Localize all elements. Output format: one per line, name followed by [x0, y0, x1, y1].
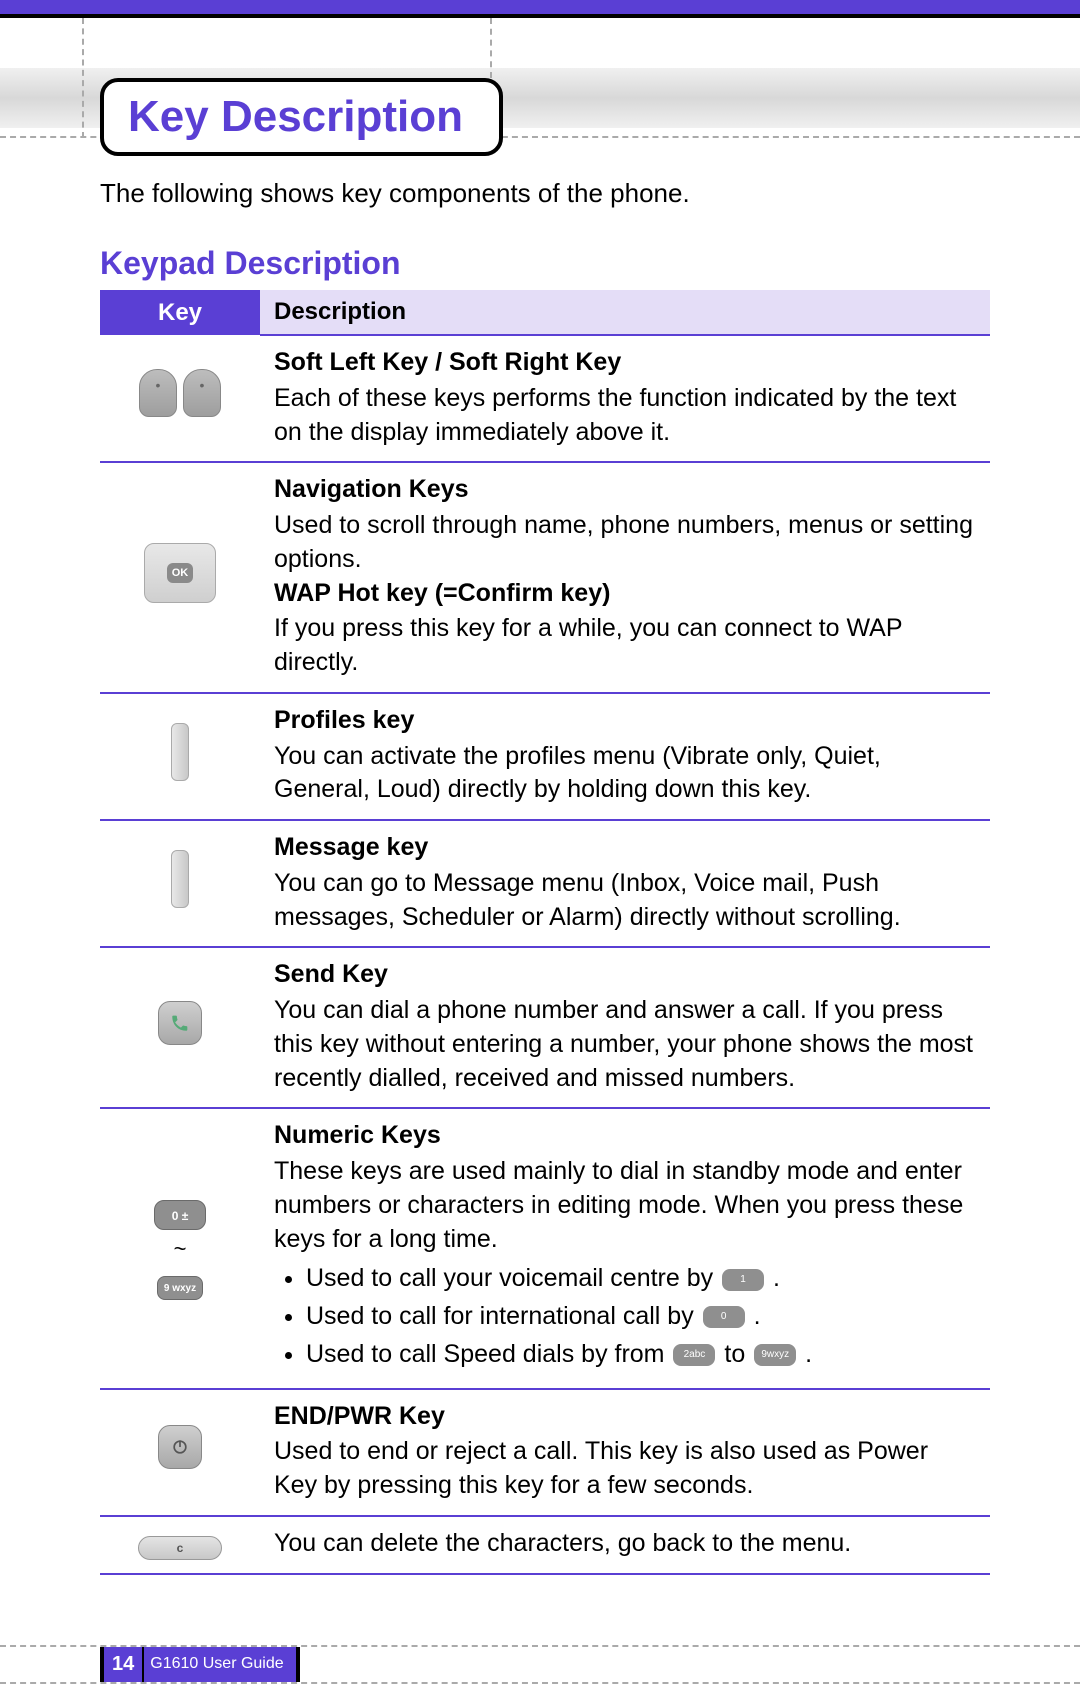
desc-title: Send Key — [274, 958, 976, 992]
th-key: Key — [100, 290, 260, 335]
bullet-item: Used to call Speed dials by from 2abc to… — [306, 1338, 976, 1372]
tilde-icon: ~ — [106, 1234, 254, 1264]
desc-cell: Soft Left Key / Soft Right Key Each of th… — [260, 335, 990, 462]
desc-body: You can activate the profiles menu (Vibr… — [274, 742, 881, 804]
key-cell — [100, 693, 260, 820]
desc-body: Each of these keys performs the function… — [274, 384, 956, 446]
clear-key-icon: c — [138, 1536, 222, 1560]
desc-body: Used to scroll through name, phone numbe… — [274, 511, 973, 573]
end-pwr-key-icon — [158, 1425, 202, 1469]
key-cell: 0 ± ~9 wxyz — [100, 1108, 260, 1388]
desc-title: Soft Left Key / Soft Right Key — [274, 346, 976, 380]
inline-key-icon: 9wxyz — [754, 1344, 796, 1366]
intro-text: The following shows key components of th… — [100, 178, 990, 209]
desc-body: These keys are used mainly to dial in st… — [274, 1157, 963, 1253]
dashed-guide-2 — [490, 18, 492, 78]
desc-body: If you press this key for a while, you c… — [274, 614, 902, 676]
desc-title: Numeric Keys — [274, 1119, 976, 1153]
key-cell: c — [100, 1516, 260, 1574]
desc-cell: Numeric Keys These keys are used mainly t… — [260, 1108, 990, 1388]
desc-body: You can go to Message menu (Inbox, Voice… — [274, 869, 901, 931]
desc-cell: Send Key You can dial a phone number and … — [260, 947, 990, 1108]
desc-title: Message key — [274, 831, 976, 865]
desc-cell: END/PWR KeyUsed to end or reject a call.… — [260, 1389, 990, 1516]
key-cell — [100, 947, 260, 1108]
inline-key-icon: 2abc — [673, 1344, 715, 1366]
footer: 14 G1610 User Guide — [0, 1645, 1080, 1684]
desc-body: You can delete the characters, go back t… — [274, 1529, 851, 1557]
inline-key-icon: 0 — [703, 1306, 745, 1328]
th-desc: Description — [260, 290, 990, 335]
keypad-table: Key Description Soft Left Key / Soft Rig… — [100, 290, 990, 1575]
numeric-key-0-icon: 0 ± — [154, 1200, 206, 1230]
numeric-key-9-icon: 9 wxyz — [157, 1276, 203, 1300]
key-cell — [100, 820, 260, 947]
page-title-box: Key Description — [100, 78, 503, 156]
subheading: Keypad Description — [100, 245, 990, 282]
table-row: Send Key You can dial a phone number and … — [100, 947, 990, 1108]
desc-cell: Profiles key You can activate the profile… — [260, 693, 990, 820]
desc-cell: Navigation Keys Used to scroll through na… — [260, 462, 990, 693]
content: The following shows key components of th… — [0, 138, 1080, 1595]
bullet-item: Used to call your voicemail centre by 1 … — [306, 1262, 976, 1296]
page-title: Key Description — [128, 92, 463, 141]
desc-cell: Message key You can go to Message menu (I… — [260, 820, 990, 947]
desc-body: You can dial a phone number and answer a… — [274, 996, 973, 1092]
dashed-guide-1 — [82, 18, 84, 138]
key-cell — [100, 462, 260, 693]
table-row: Profiles key You can activate the profile… — [100, 693, 990, 820]
soft-right-key-icon — [183, 369, 221, 417]
table-row: c You can delete the characters, go back … — [100, 1516, 990, 1574]
table-row: Soft Left Key / Soft Right Key Each of th… — [100, 335, 990, 462]
table-row: Navigation Keys Used to scroll through na… — [100, 462, 990, 693]
key-cell — [100, 335, 260, 462]
message-key-icon — [171, 850, 189, 908]
bullet-list: Used to call your voicemail centre by 1 … — [306, 1262, 976, 1371]
page-number: 14 — [100, 1647, 144, 1682]
soft-left-key-icon — [139, 369, 177, 417]
desc-title: Profiles key — [274, 704, 976, 738]
top-purple-bar — [0, 0, 1080, 14]
desc-title: WAP Hot key (=Confirm key) — [274, 577, 976, 611]
profiles-key-icon — [171, 723, 189, 781]
table-row: Message key You can go to Message menu (I… — [100, 820, 990, 947]
key-cell — [100, 1389, 260, 1516]
desc-cell: You can delete the characters, go back t… — [260, 1516, 990, 1574]
desc-body: Used to end or reject a call. This key i… — [274, 1437, 928, 1499]
table-row: END/PWR KeyUsed to end or reject a call.… — [100, 1389, 990, 1516]
desc-title: END/PWR Key — [274, 1400, 976, 1434]
table-row: 0 ± ~9 wxyz Numeric Keys These keys are use… — [100, 1108, 990, 1388]
send-key-icon — [158, 1001, 202, 1045]
guide-label: G1610 User Guide — [144, 1647, 299, 1682]
desc-title: Navigation Keys — [274, 473, 976, 507]
header-zone: Key Description — [0, 18, 1080, 138]
navigation-pad-icon — [144, 543, 216, 603]
bullet-item: Used to call for international call by 0… — [306, 1300, 976, 1334]
inline-key-icon: 1 — [722, 1269, 764, 1291]
